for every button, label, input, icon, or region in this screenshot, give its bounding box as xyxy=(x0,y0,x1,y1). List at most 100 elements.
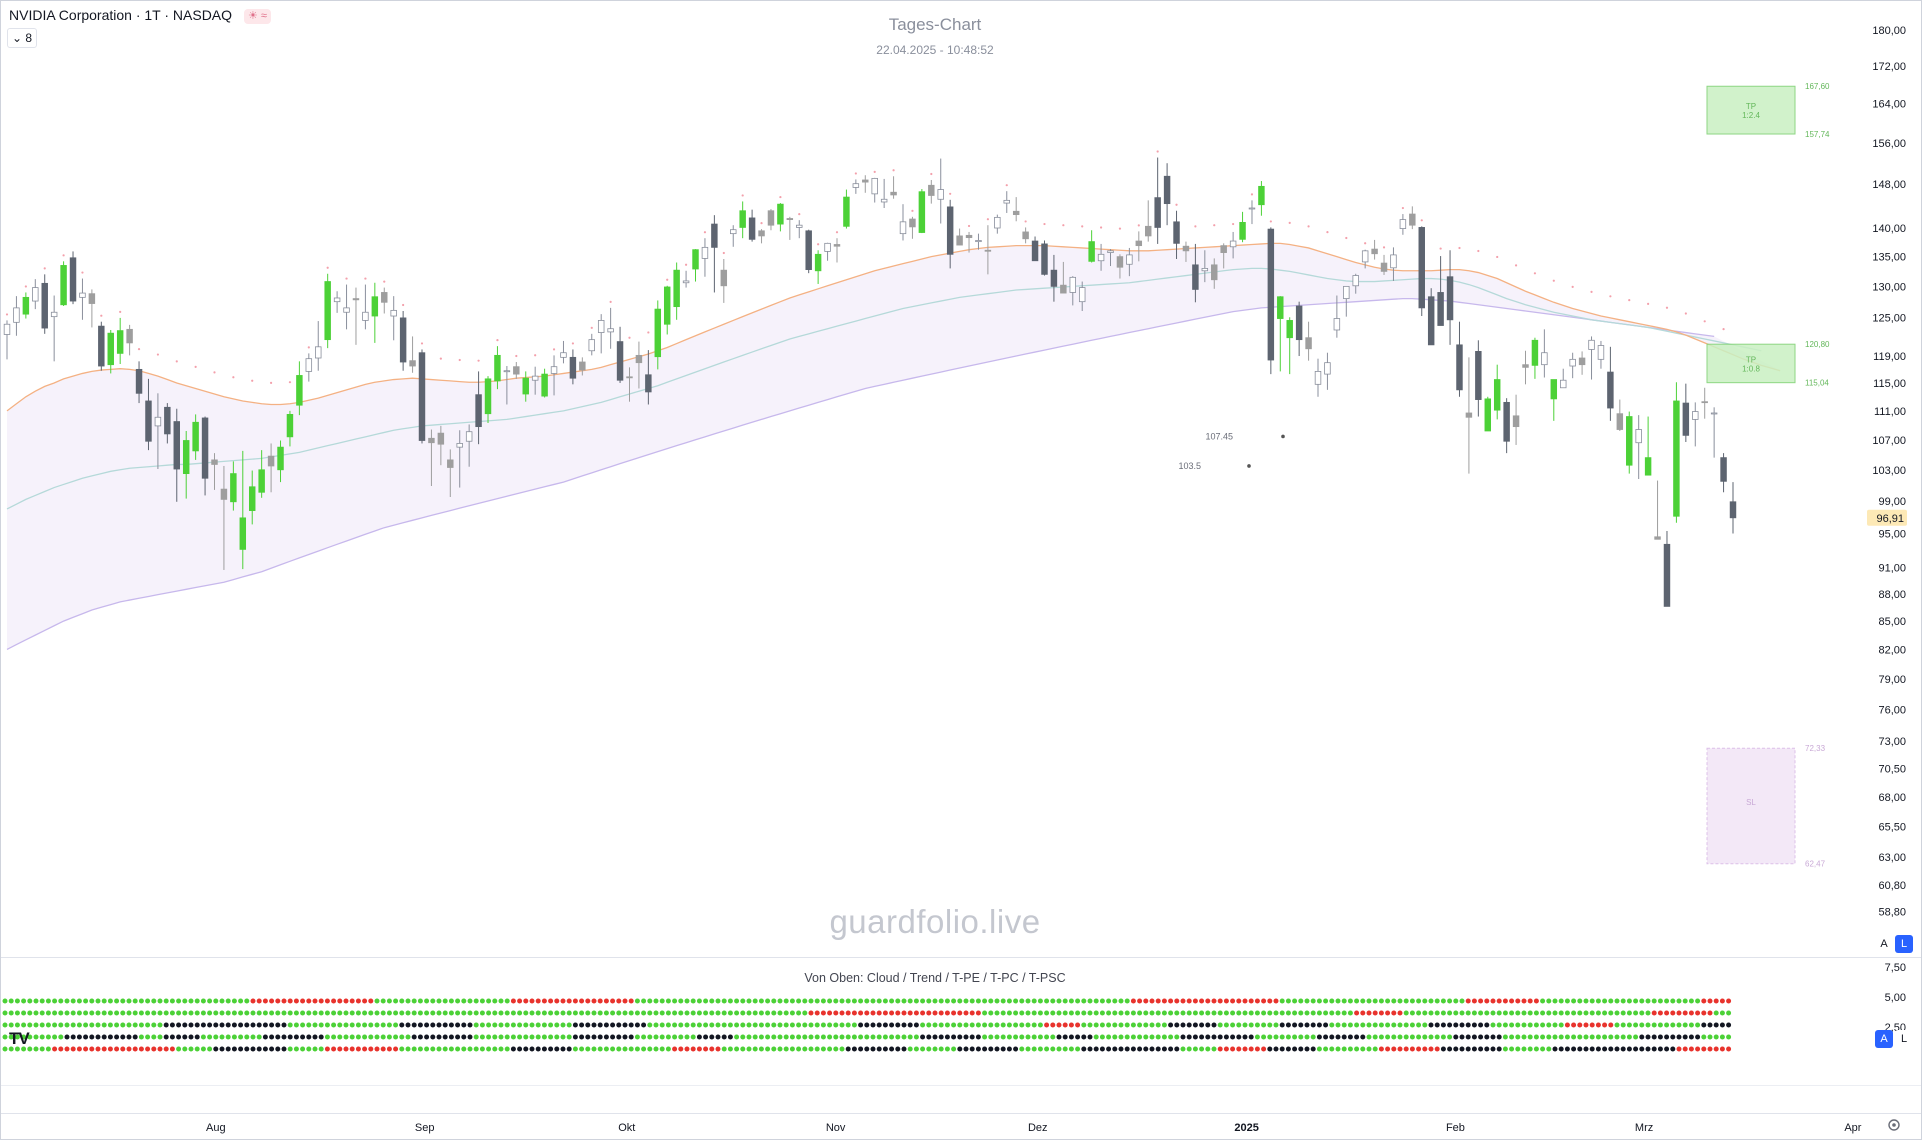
candle-body xyxy=(1116,256,1124,268)
indicator-dot xyxy=(603,998,609,1004)
candle xyxy=(1286,317,1293,375)
indicator-dot xyxy=(944,1022,950,1028)
log-scale-button[interactable]: L xyxy=(1895,935,1913,953)
indicator-dot xyxy=(1564,998,1570,1004)
indicator-dot xyxy=(176,1010,182,1016)
indicator-dot xyxy=(1478,998,1484,1004)
indicator-dot xyxy=(1546,1034,1552,1040)
indicator-dot xyxy=(1515,1010,1521,1016)
indicator-dot xyxy=(1688,1034,1694,1040)
candle xyxy=(1211,258,1218,289)
indicator-tick-label: 7,50 xyxy=(1885,962,1906,974)
indicator-dot xyxy=(194,1046,200,1052)
candle-body xyxy=(777,203,784,225)
candle-body xyxy=(871,177,878,195)
indicator-dot xyxy=(473,1010,479,1016)
indicator-dot xyxy=(1075,1022,1081,1028)
indicator-dot xyxy=(436,1034,442,1040)
indicator-dot xyxy=(318,1034,324,1040)
indicator-dot xyxy=(541,1034,547,1040)
indicator-dot xyxy=(1149,1034,1155,1040)
status-badge[interactable]: ☀ ≈ xyxy=(243,9,271,24)
indicator-dot xyxy=(114,1046,120,1052)
indicator-dot xyxy=(194,998,200,1004)
indicator-dot xyxy=(864,1022,870,1028)
zone-upper-label: 72,33 xyxy=(1805,744,1826,753)
candle xyxy=(1248,200,1256,225)
time-tick-label: Apr xyxy=(1844,1122,1861,1134)
indicator-dot xyxy=(58,1046,64,1052)
indicator-dot xyxy=(417,1034,423,1040)
auto-scale-button[interactable]: A xyxy=(1875,935,1893,953)
indicator-dot xyxy=(21,1010,27,1016)
indicator-dot xyxy=(678,1022,684,1028)
indicator-dot xyxy=(1726,1010,1732,1016)
indicator-dot xyxy=(2,1046,8,1052)
indicator-dot xyxy=(498,1022,504,1028)
indicator-dot xyxy=(1298,998,1304,1004)
indicator-dot xyxy=(374,1034,380,1040)
indicator-dot xyxy=(827,1046,833,1052)
tradingview-logo[interactable]: TV xyxy=(9,1029,30,1048)
indicator-dot xyxy=(833,1046,839,1052)
indicator-dot xyxy=(343,1022,349,1028)
candle xyxy=(324,273,331,349)
indicator-dot xyxy=(1124,998,1130,1004)
candle-body xyxy=(1597,345,1605,360)
indicator-dot xyxy=(349,998,355,1004)
candle xyxy=(579,357,586,376)
indicator-dot xyxy=(994,998,1000,1004)
candle xyxy=(258,450,265,498)
indicator-dot xyxy=(740,1010,746,1016)
indicator-dot xyxy=(1533,998,1539,1004)
candle xyxy=(1456,321,1463,397)
candle xyxy=(1390,247,1397,281)
indicator-dot xyxy=(1025,1046,1031,1052)
gear-icon[interactable] xyxy=(1887,1118,1901,1132)
candle xyxy=(1465,357,1473,474)
indicator-dot xyxy=(1558,1034,1564,1040)
indicator-dot xyxy=(188,1046,194,1052)
indicator-dot xyxy=(473,1022,479,1028)
indicator-dot xyxy=(535,1022,541,1028)
indicator-dot xyxy=(1155,1034,1161,1040)
indicator-dot xyxy=(1161,1010,1167,1016)
indicator-log-scale-button[interactable]: L xyxy=(1895,1030,1913,1048)
indicator-dot xyxy=(52,1034,58,1040)
indicator-dot xyxy=(1025,1022,1031,1028)
indicator-dot xyxy=(58,1010,64,1016)
indicator-dot xyxy=(219,998,225,1004)
candle xyxy=(211,453,218,490)
candle xyxy=(352,287,360,345)
candle-body xyxy=(465,431,473,442)
indicator-dot xyxy=(1571,998,1577,1004)
indicator-auto-scale-button[interactable]: A xyxy=(1875,1030,1893,1048)
indicator-dot xyxy=(8,1034,14,1040)
candle xyxy=(1635,415,1642,480)
indicator-dot xyxy=(647,1022,653,1028)
candle-body xyxy=(50,311,58,318)
indicator-dot xyxy=(808,1046,814,1052)
candle xyxy=(1607,346,1614,421)
candle xyxy=(531,366,539,395)
indicator-dot xyxy=(442,1046,448,1052)
indicator-dot xyxy=(1230,1022,1236,1028)
collapse-indicators-button[interactable]: ⌄ 8 xyxy=(7,28,38,48)
indicator-dot xyxy=(746,1046,752,1052)
indicator-dot xyxy=(672,1034,678,1040)
indicator-dot xyxy=(889,1010,895,1016)
trail-dot xyxy=(288,381,292,384)
candle xyxy=(1710,407,1718,458)
symbol-info[interactable]: NVIDIA Corporation · 1T · NASDAQ ☀ ≈ xyxy=(9,7,271,24)
indicator-dot xyxy=(1347,1034,1353,1040)
indicator-dot xyxy=(343,1046,349,1052)
trail-dot xyxy=(552,348,556,351)
indicator-dot xyxy=(777,998,783,1004)
indicator-dot xyxy=(647,1034,653,1040)
candle-body xyxy=(1560,379,1567,389)
indicator-dot xyxy=(76,1010,82,1016)
indicator-dot xyxy=(492,998,498,1004)
indicator-dot xyxy=(870,1010,876,1016)
